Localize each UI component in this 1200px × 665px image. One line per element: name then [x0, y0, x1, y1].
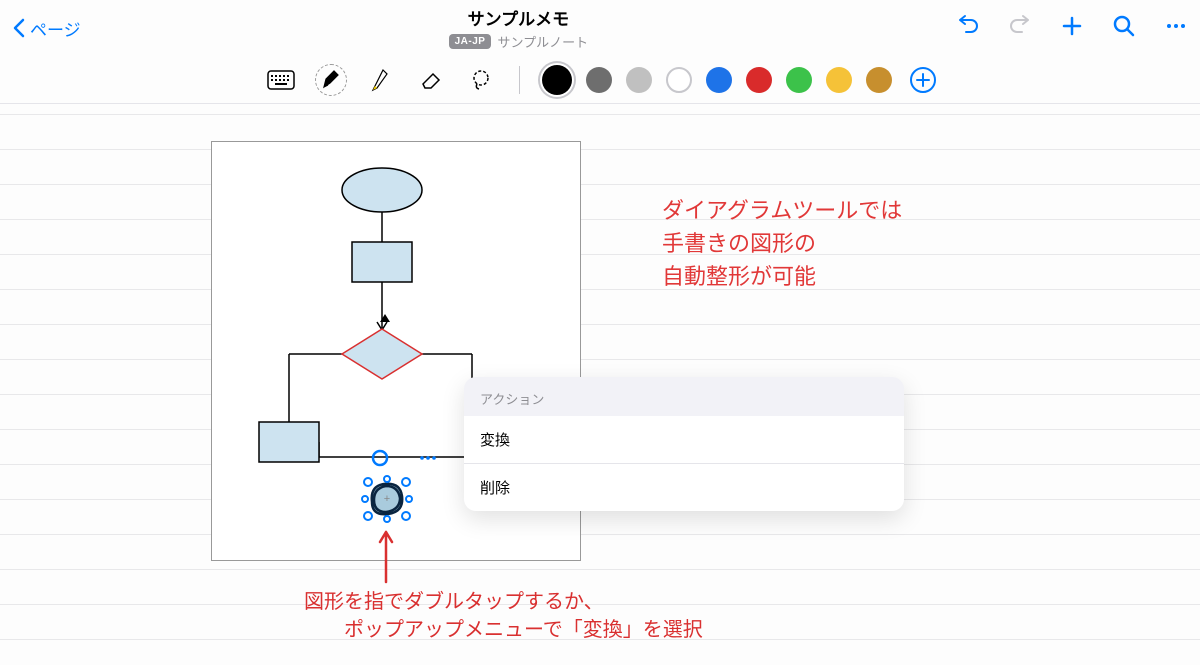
- annotation-main: ダイアグラムツールでは 手書きの図形の 自動整形が可能: [662, 194, 902, 293]
- undo-button[interactable]: [956, 14, 980, 43]
- ruled-line: [0, 289, 1200, 290]
- search-icon: [1112, 14, 1136, 38]
- back-label: ページ: [30, 16, 81, 41]
- undo-icon: [956, 14, 980, 38]
- pen-tool[interactable]: [315, 64, 347, 96]
- keyboard-icon: [267, 70, 295, 90]
- annotation-line: 手書きの図形の: [662, 227, 902, 260]
- ruled-line: [0, 219, 1200, 220]
- annotation-line: ダイアグラムツールでは: [662, 194, 902, 227]
- action-popover: アクション 変換削除: [464, 377, 904, 511]
- annotation-line: ポップアップメニューで「変換」を選択: [344, 616, 703, 644]
- ruled-line: [0, 324, 1200, 325]
- back-button[interactable]: ページ: [12, 16, 81, 41]
- highlighter-icon: [369, 68, 393, 92]
- add-button[interactable]: [1060, 14, 1084, 43]
- color-swatch[interactable]: [626, 67, 652, 93]
- chevron-left-icon: [12, 18, 26, 38]
- annotation-arrow-icon: [376, 524, 396, 584]
- annotation-handwriting: 図形を指でダブルタップするか、 ポップアップメニューで「変換」を選択: [304, 588, 703, 644]
- keyboard-tool[interactable]: [265, 64, 297, 96]
- toolbar: [0, 56, 1200, 104]
- page-title: サンプルメモ: [449, 5, 588, 30]
- lasso-icon: [469, 68, 493, 92]
- lang-badge: JA-JP: [449, 34, 492, 49]
- lasso-tool[interactable]: [465, 64, 497, 96]
- pen-icon: [320, 69, 342, 91]
- ruled-line: [0, 149, 1200, 150]
- color-swatch[interactable]: [542, 65, 572, 95]
- eraser-icon: [419, 68, 443, 92]
- canvas[interactable]: + ダイアグラムツールでは 手書きの図形の 自動整形が可能 図形を指でダブルタッ…: [0, 104, 1200, 665]
- add-color-button[interactable]: [910, 67, 936, 93]
- ruled-line: [0, 534, 1200, 535]
- selection-overlay[interactable]: +: [360, 446, 450, 536]
- color-swatch[interactable]: [866, 67, 892, 93]
- popover-header: アクション: [464, 377, 904, 416]
- color-swatch[interactable]: [586, 67, 612, 93]
- color-swatch[interactable]: [746, 67, 772, 93]
- more-button[interactable]: [1164, 14, 1188, 43]
- ruled-line: [0, 359, 1200, 360]
- redo-button[interactable]: [1008, 14, 1032, 43]
- svg-text:+: +: [384, 493, 390, 505]
- redo-icon: [1008, 14, 1032, 38]
- subtitle: サンプルノート: [497, 32, 588, 51]
- toolbar-separator: [519, 66, 520, 94]
- color-swatch[interactable]: [666, 67, 692, 93]
- ruled-line: [0, 254, 1200, 255]
- popover-item[interactable]: 削除: [464, 464, 904, 511]
- color-swatch[interactable]: [826, 67, 852, 93]
- annotation-line: 自動整形が可能: [662, 260, 902, 293]
- ruled-line: [0, 569, 1200, 570]
- ruled-line: [0, 184, 1200, 185]
- more-icon: [1164, 14, 1188, 38]
- plus-icon: [1060, 14, 1084, 38]
- popover-item[interactable]: 変換: [464, 416, 904, 464]
- eraser-tool[interactable]: [415, 64, 447, 96]
- ruled-line: [0, 114, 1200, 115]
- color-swatch[interactable]: [706, 67, 732, 93]
- highlighter-tool[interactable]: [365, 64, 397, 96]
- color-swatch[interactable]: [786, 67, 812, 93]
- plus-icon: [916, 73, 930, 87]
- search-button[interactable]: [1112, 14, 1136, 43]
- header-title-block: サンプルメモ JA-JP サンプルノート: [449, 5, 588, 51]
- annotation-line: 図形を指でダブルタップするか、: [304, 588, 703, 616]
